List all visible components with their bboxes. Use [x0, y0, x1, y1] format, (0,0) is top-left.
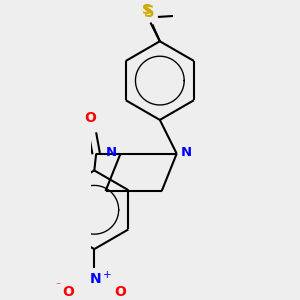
Text: N: N: [89, 272, 101, 286]
Text: ⁻: ⁻: [55, 281, 61, 291]
Text: O: O: [62, 285, 74, 299]
Text: S: S: [142, 3, 152, 17]
Text: N: N: [180, 146, 191, 159]
Text: +: +: [103, 270, 111, 280]
Text: O: O: [85, 111, 97, 124]
Text: O: O: [115, 285, 126, 299]
Text: S: S: [144, 5, 155, 20]
Text: N: N: [106, 146, 117, 159]
